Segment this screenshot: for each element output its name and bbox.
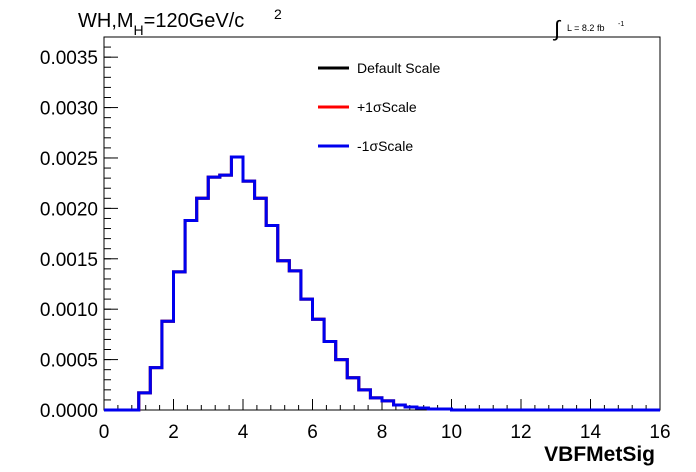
legend-label-minus: -1σScale xyxy=(357,138,413,154)
x-tick-label: 0 xyxy=(99,422,110,443)
legend: Default Scale +1σScale -1σScale xyxy=(318,60,440,154)
title-subscript: H xyxy=(134,22,144,38)
x-tick-label: 8 xyxy=(377,422,388,443)
y-tick-label: 0.0020 xyxy=(40,199,98,220)
title-superscript: 2 xyxy=(274,6,282,22)
x-tick-label: 2 xyxy=(168,422,179,443)
series-line-2 xyxy=(104,155,660,412)
y-tick-label: 0.0025 xyxy=(40,149,98,170)
x-tick-label: 4 xyxy=(238,422,249,443)
title-main: WH,MH=120GeV/c xyxy=(78,10,244,38)
x-tick-label: 10 xyxy=(441,422,462,443)
legend-label-plus: +1σScale xyxy=(357,99,417,115)
lumi-integral-symbol: ∫ xyxy=(552,16,562,41)
series-layer xyxy=(104,155,660,412)
lumi-label: L = 8.2 fb xyxy=(567,23,604,33)
y-tick-label: 0.0010 xyxy=(40,300,98,321)
x-tick-label: 12 xyxy=(510,422,531,443)
lumi-superscript: -1 xyxy=(618,21,624,28)
x-tick-label: 14 xyxy=(580,422,602,443)
legend-label-default: Default Scale xyxy=(357,60,440,76)
y-axis: 0.0000 0.0005 0.0010 0.0015 0.0020 0.0025 0.00… xyxy=(40,36,118,422)
y-tick-label: 0.0030 xyxy=(40,99,98,120)
x-axis-label: VBFMetSig xyxy=(544,443,655,466)
y-tick-label: 0.0005 xyxy=(40,351,98,372)
x-tick-label: 16 xyxy=(649,422,670,443)
series-line-0 xyxy=(104,155,660,412)
x-tick-label: 6 xyxy=(307,422,318,443)
plot-frame xyxy=(103,36,661,411)
series-line-1 xyxy=(104,155,660,412)
y-tick-label: 0.0035 xyxy=(40,48,98,69)
y-tick-label: 0.0015 xyxy=(40,250,98,271)
x-axis: 0 2 4 6 8 10 12 14 16 xyxy=(99,399,671,443)
y-tick-label: 0.0000 xyxy=(40,401,98,422)
